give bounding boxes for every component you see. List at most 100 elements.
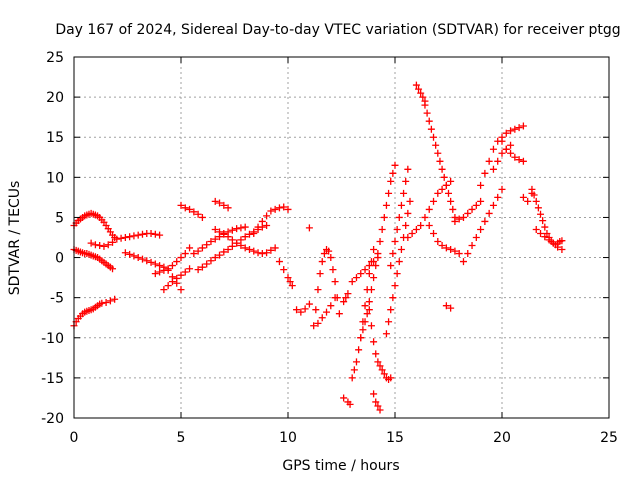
data-point: [361, 266, 369, 274]
data-point: [498, 185, 506, 193]
data-point: [342, 294, 350, 302]
tick-labels: 0 5 10 15 20 25 -20 -15 -10 -5 0 5 10 15 20 25: [41, 50, 618, 446]
x-tick-label: 10: [279, 430, 297, 446]
data-point: [385, 318, 393, 326]
data-point: [515, 124, 523, 132]
data-point: [477, 181, 485, 189]
data-point: [380, 370, 388, 378]
data-point: [532, 197, 540, 205]
data-point: [263, 249, 271, 257]
data-point: [365, 306, 373, 314]
data-point: [361, 318, 369, 326]
data-point: [203, 260, 211, 268]
data-point: [194, 247, 202, 255]
data-point: [363, 310, 371, 318]
data-point: [325, 247, 333, 255]
data-point: [327, 302, 335, 310]
data-point: [164, 282, 172, 290]
y-tick-label: 0: [55, 251, 64, 267]
data-point: [134, 231, 142, 239]
data-point: [440, 173, 448, 181]
data-point: [318, 314, 326, 322]
data-point: [442, 181, 450, 189]
data-point: [301, 305, 309, 313]
data-point: [472, 234, 480, 241]
data-point: [348, 278, 356, 286]
data-point: [216, 199, 224, 207]
data-point: [421, 101, 429, 109]
data-point: [280, 203, 288, 211]
data-point: [254, 249, 262, 257]
data-point: [164, 265, 172, 273]
data-point: [160, 286, 168, 294]
data-point: [489, 165, 497, 173]
data-point: [352, 358, 360, 366]
data-point: [280, 266, 288, 274]
data-point: [190, 250, 198, 258]
data-point: [96, 242, 104, 250]
data-point: [534, 204, 542, 212]
data-point: [494, 157, 502, 165]
data-point: [198, 213, 206, 221]
data-point: [382, 330, 390, 338]
data-point: [365, 270, 373, 278]
data-point: [233, 225, 241, 233]
data-point: [181, 268, 189, 276]
x-axis-label: GPS time / hours: [282, 458, 399, 474]
data-point: [98, 299, 106, 307]
data-point: [168, 278, 176, 286]
data-point: [451, 247, 459, 255]
data-point: [537, 210, 545, 218]
data-point: [106, 297, 114, 305]
data-point: [138, 255, 146, 263]
data-point: [316, 270, 324, 278]
data-point: [370, 274, 378, 282]
data-point: [329, 266, 337, 274]
data-point: [284, 274, 292, 282]
data-point: [455, 215, 463, 223]
data-point: [425, 117, 433, 125]
data-point: [445, 189, 452, 197]
data-point: [147, 229, 155, 237]
data-point: [402, 177, 410, 185]
data-point: [519, 122, 527, 130]
data-point: [485, 157, 493, 165]
data-point: [389, 250, 397, 258]
data-point: [472, 201, 480, 209]
data-point: [408, 229, 416, 237]
data-point: [451, 217, 459, 225]
data-point: [186, 205, 194, 213]
data-point: [554, 243, 562, 251]
data-point: [113, 235, 121, 243]
data-point: [367, 286, 375, 294]
data-point: [241, 233, 249, 241]
y-tick-label: 15: [46, 130, 64, 146]
data-point: [438, 242, 446, 250]
data-point: [305, 300, 313, 308]
data-point: [286, 278, 294, 286]
data-point: [297, 308, 305, 316]
data-point: [530, 191, 538, 199]
data-point: [447, 177, 455, 185]
data-point: [194, 210, 202, 218]
data-point: [376, 238, 384, 246]
data-point: [102, 298, 110, 306]
data-point: [404, 165, 412, 173]
data-point: [442, 244, 450, 252]
grid-lines: [74, 57, 609, 418]
data-point: [359, 326, 367, 334]
data-point: [447, 304, 455, 312]
data-point: [263, 221, 271, 229]
data-point: [91, 241, 99, 249]
data-point: [346, 400, 354, 408]
y-tick-label: -15: [41, 371, 64, 387]
data-point: [511, 153, 519, 161]
data-point: [293, 306, 301, 314]
y-tick-label: -10: [41, 331, 64, 347]
data-point: [177, 286, 185, 294]
data-point: [393, 270, 401, 278]
data-point: [87, 239, 95, 247]
data-point: [271, 244, 279, 252]
data-point: [160, 266, 168, 274]
data-point: [352, 274, 360, 282]
